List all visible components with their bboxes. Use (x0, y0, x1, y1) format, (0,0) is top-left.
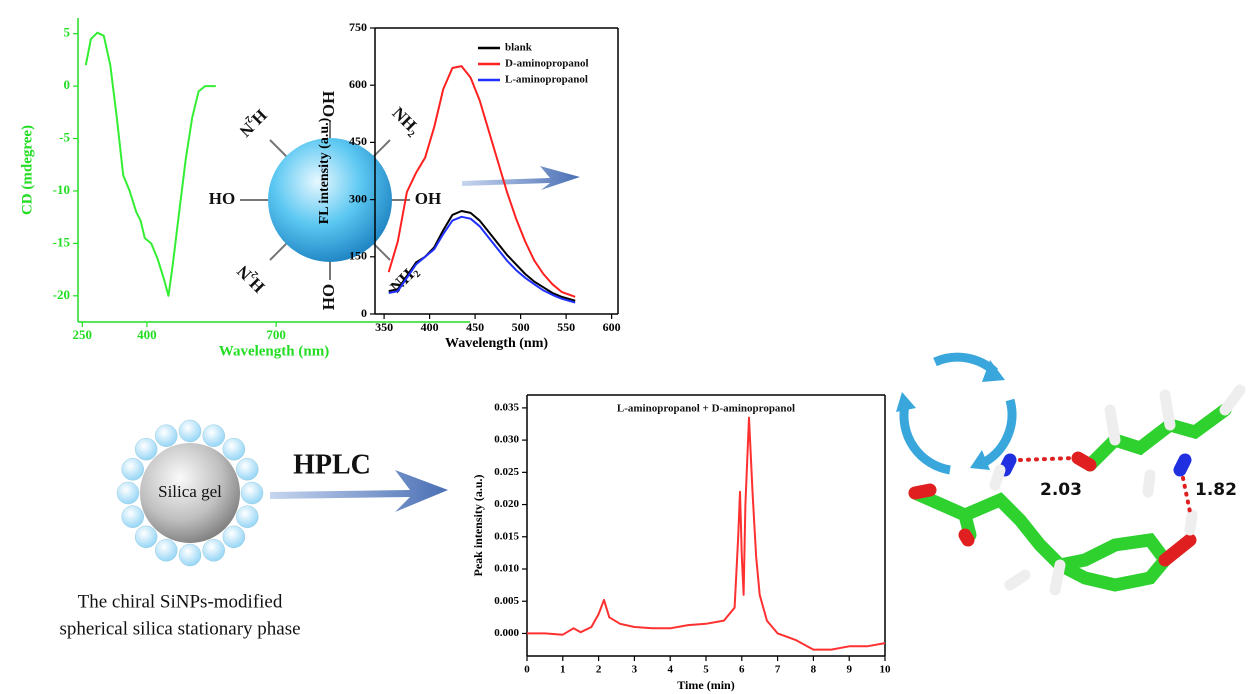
x-tick-label: 3 (632, 664, 638, 676)
bead (222, 525, 246, 549)
bead (116, 481, 140, 505)
bead (236, 505, 259, 528)
group-label: OH (415, 189, 441, 208)
x-tick-label: 5 (703, 664, 709, 676)
y-tick-label: 0.015 (494, 530, 519, 542)
x-tick-label: 500 (512, 320, 530, 334)
bead (236, 458, 259, 481)
data-line (388, 210, 576, 302)
silica-label: Silica gel (158, 482, 222, 501)
x-tick-label: 400 (421, 320, 439, 334)
x-tick-label: 400 (137, 327, 157, 342)
nanoparticle (240, 120, 410, 280)
y-tick-label: 300 (349, 191, 367, 205)
y-tick-label: -15 (53, 234, 71, 249)
x-tick-label: 700 (266, 327, 286, 342)
y-tick-label: 5 (64, 25, 71, 40)
y-tick-label: 0 (361, 306, 367, 320)
distance-label: 2.03 (1040, 480, 1082, 500)
x-tick-label: 4 (667, 664, 673, 676)
x-tick-label: 350 (375, 320, 393, 334)
data-line (84, 31, 216, 297)
y-axis-label: FL intensity (a.u.) (317, 117, 332, 224)
x-tick-label: 9 (846, 664, 852, 676)
group-label: H₂N (235, 106, 271, 142)
legend-label: D-aminopropanol (505, 58, 589, 70)
y-tick-label: 0.000 (494, 627, 519, 639)
data-line (527, 416, 886, 651)
y-axis-label: Peak intensity (a.u.) (471, 474, 485, 576)
bead (134, 437, 158, 461)
bead (222, 437, 246, 461)
data-line (388, 215, 576, 304)
x-tick-label: 600 (603, 320, 621, 334)
x-tick-label: 10 (880, 664, 892, 676)
legend-label: blank (505, 42, 533, 54)
x-axis-label: Wavelength (nm) (219, 343, 329, 359)
y-tick-label: 0 (64, 77, 71, 92)
y-tick-label: -10 (53, 182, 70, 197)
data-line (387, 65, 576, 298)
y-tick-label: 0.025 (494, 466, 519, 478)
group-label: NH₂ (389, 103, 424, 138)
y-axis-label: CD (mdegree) (19, 125, 35, 215)
caption: spherical silica stationary phase (59, 618, 300, 639)
bead (178, 543, 202, 567)
x-tick-label: 8 (811, 664, 817, 676)
bead (240, 481, 264, 505)
x-axis-label: Wavelength (nm) (445, 336, 548, 351)
x-tick-label: 450 (466, 320, 484, 334)
cycle-arrowheads (896, 360, 1005, 470)
bead (121, 458, 144, 481)
x-tick-label: 6 (739, 664, 745, 676)
bead (155, 424, 178, 447)
x-tick-label: 550 (557, 320, 575, 334)
x-tick-label: 7 (775, 664, 781, 676)
arrow (462, 166, 580, 190)
bead (155, 539, 178, 562)
y-tick-label: 0.010 (494, 563, 519, 575)
y-tick-label: 150 (349, 249, 367, 263)
x-axis-label: Time (min) (677, 678, 734, 692)
silica-particle (116, 419, 264, 567)
chart-title: L-aminopropanol + D-aminopropanol (617, 403, 795, 415)
group-label: HO (209, 189, 235, 208)
group-label: HO (319, 284, 338, 310)
legend-label: L-aminopropanol (505, 74, 588, 86)
bead (121, 505, 144, 528)
y-tick-label: 600 (349, 77, 367, 91)
y-tick-label: -20 (53, 287, 70, 302)
x-tick-label: 0 (524, 664, 530, 676)
bead (202, 424, 225, 447)
hplc-label: HPLC (293, 449, 371, 480)
hbond (1018, 456, 1192, 514)
y-tick-label: 450 (349, 134, 367, 148)
arrow (270, 470, 448, 512)
caption: The chiral SiNPs-modified (78, 591, 283, 612)
bead (134, 525, 158, 549)
y-tick-label: 0.005 (494, 595, 519, 607)
x-tick-label: 250 (73, 327, 93, 342)
bead (202, 539, 225, 562)
molecule (908, 384, 1246, 596)
y-tick-label: -5 (59, 130, 70, 145)
y-tick-label: 0.035 (494, 401, 519, 413)
x-tick-label: 2 (596, 664, 602, 676)
distance-label: 1.82 (1195, 480, 1237, 500)
bead (178, 419, 202, 443)
y-tick-label: 0.030 (494, 434, 519, 446)
group-label: H₂N (233, 261, 269, 297)
y-tick-label: 0.020 (494, 498, 519, 510)
y-tick-label: 750 (349, 20, 367, 34)
x-tick-label: 1 (560, 664, 566, 676)
group-label: OH (319, 91, 338, 117)
silica-core (140, 443, 240, 543)
